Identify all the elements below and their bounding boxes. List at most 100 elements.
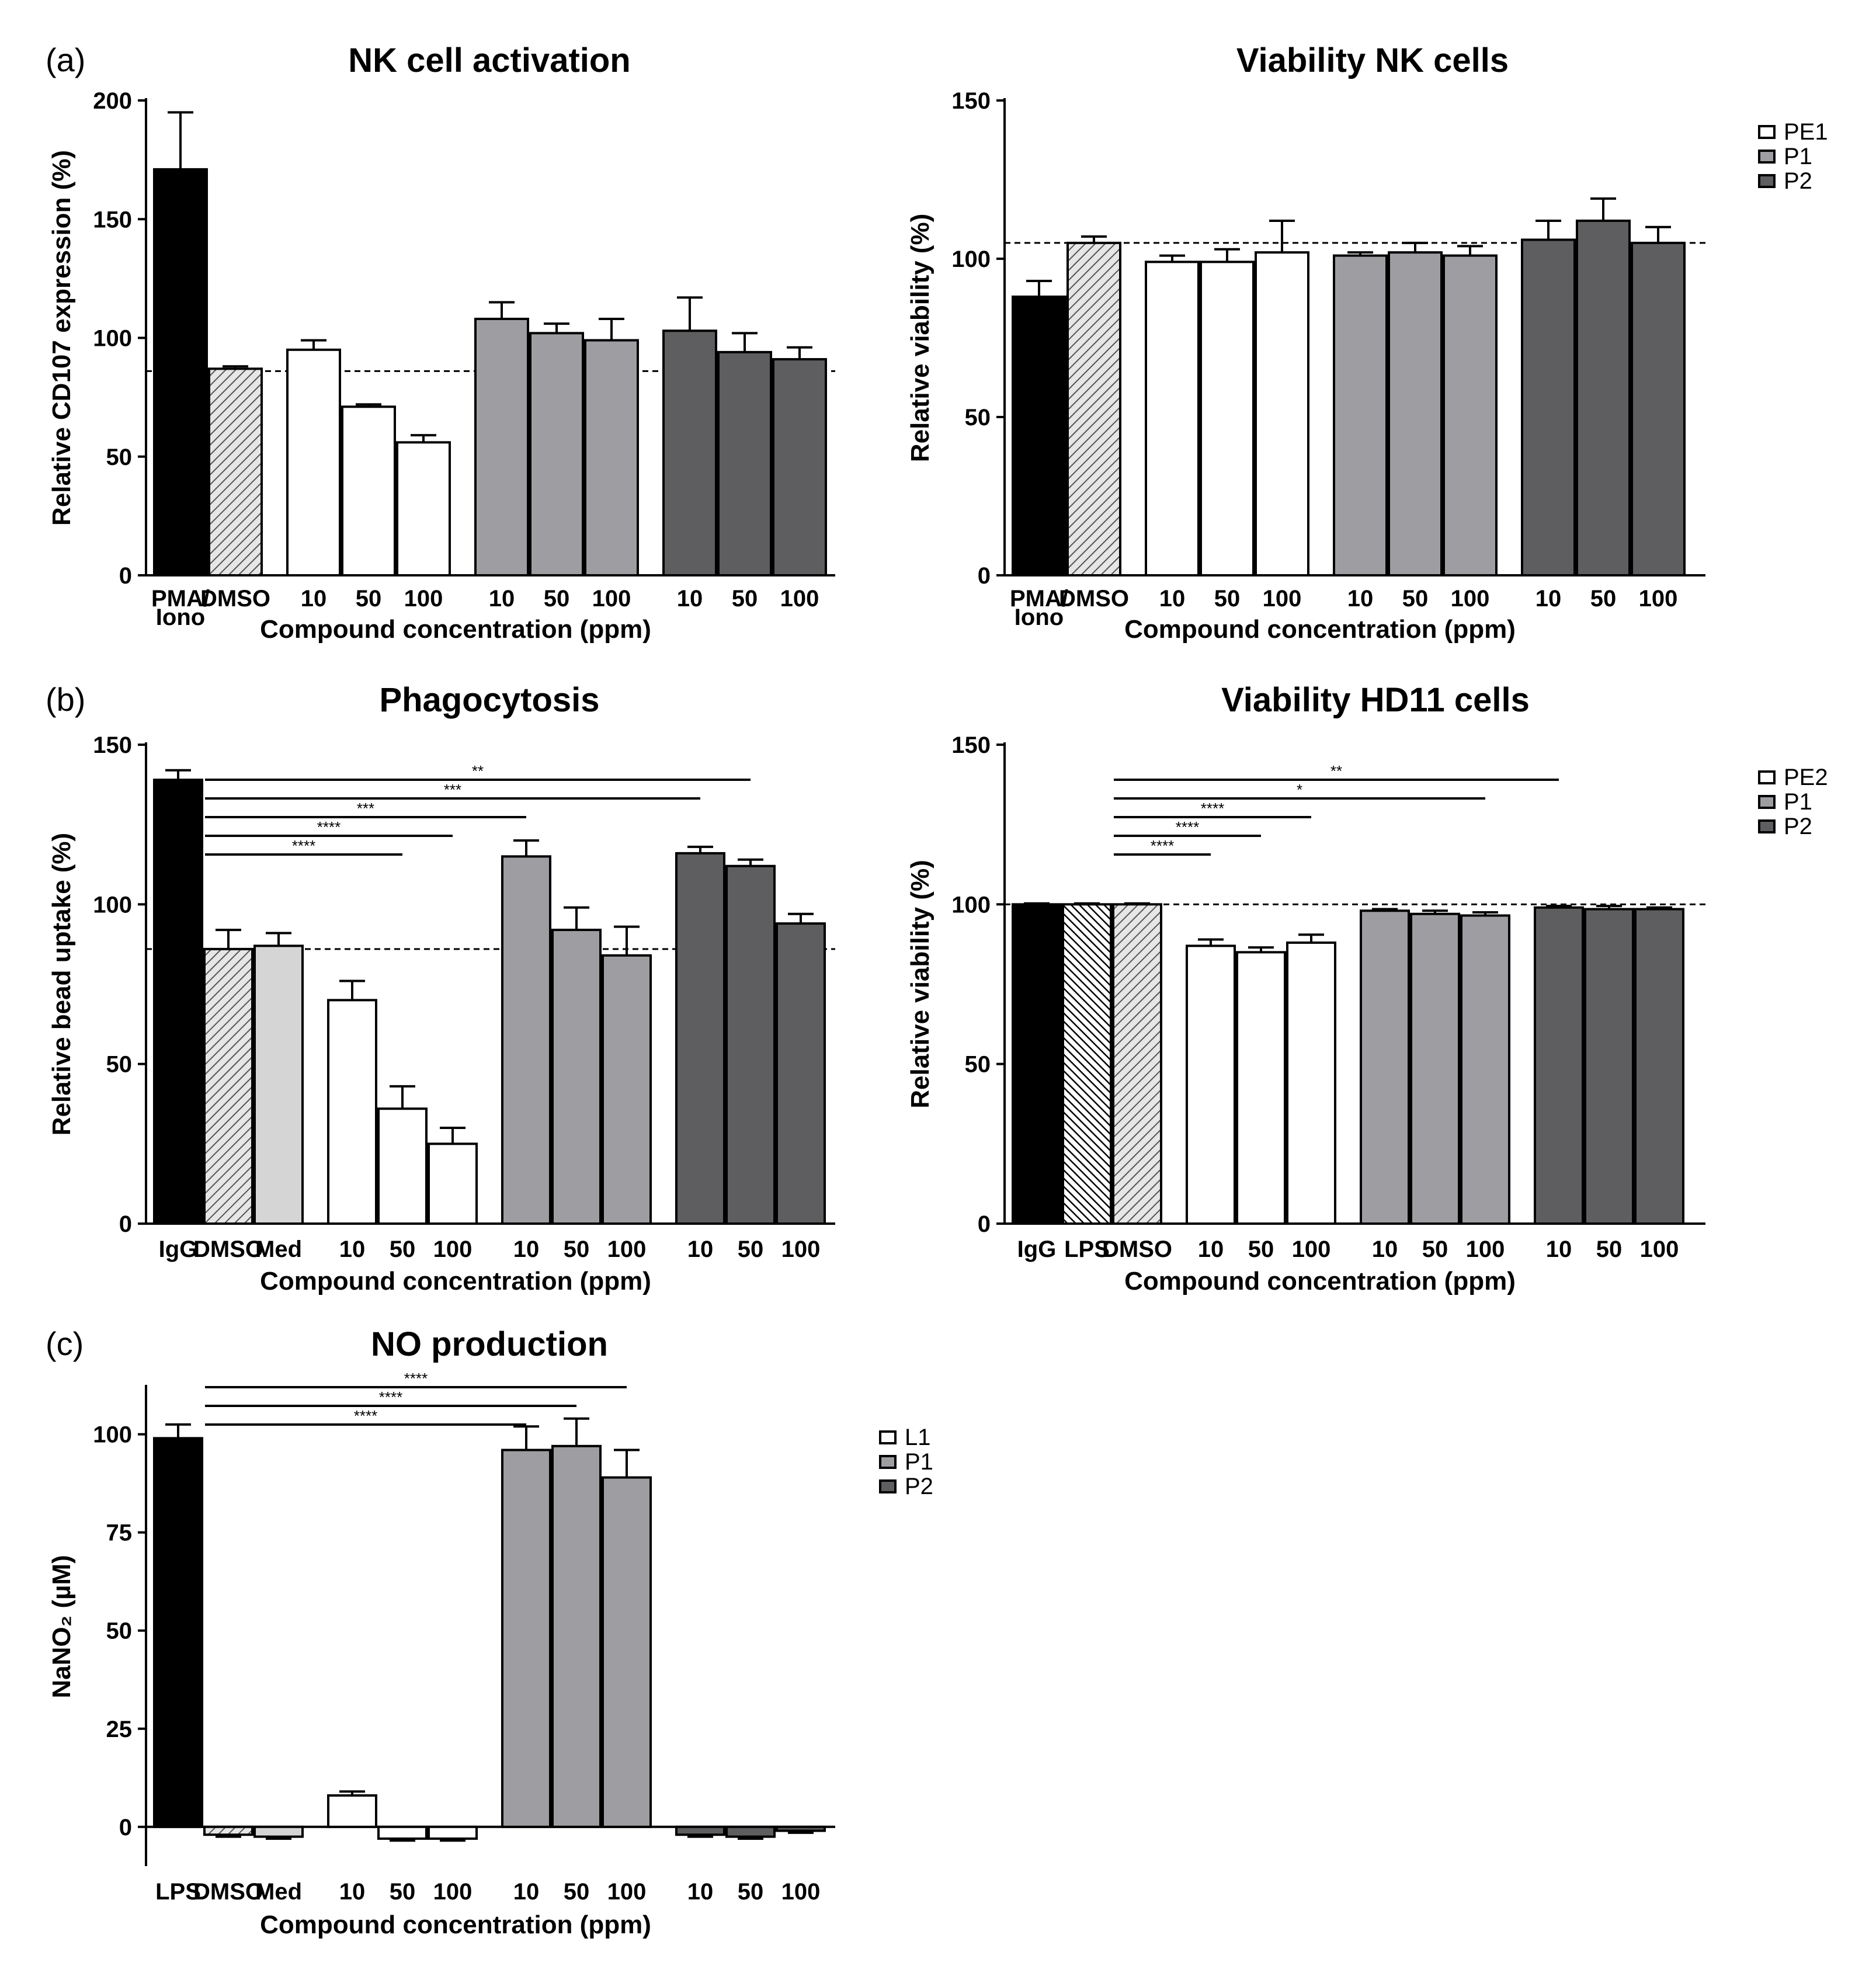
x-tick-label: 10 (301, 586, 327, 612)
legend-swatch (879, 1479, 897, 1493)
x-tick-label: Med (255, 1236, 302, 1262)
legend-no: L1 P1 P2 (879, 1425, 933, 1499)
significance-label: ** (472, 762, 484, 780)
x-axis-label: Compound concentration (ppm) (260, 1911, 651, 1939)
bar (1012, 296, 1066, 576)
chart-phagocytosis: 0 50 100 150 Relative bead uptake (%) IgGDMSO… (47, 732, 835, 1295)
y-tick-label: 0 (978, 1211, 991, 1237)
x-tick-label: 100 (1466, 1236, 1505, 1262)
chart-title-nk-viability: Viability NK cells (1236, 41, 1509, 79)
bar (1255, 251, 1309, 577)
y-tick-label: 100 (93, 326, 132, 352)
x-axis-label: Compound concentration (ppm) (1124, 1267, 1516, 1295)
y-tick-label: 100 (951, 892, 991, 918)
x-tick-label: 10 (687, 1879, 714, 1905)
x-tick-label: 100 (1292, 1236, 1331, 1262)
x-tick-label: 50 (738, 1879, 764, 1905)
legend-label: PE1 (1784, 119, 1828, 145)
x-tick-label: 100 (780, 586, 819, 612)
bar (428, 1825, 478, 1840)
bar (675, 1825, 725, 1836)
bar (208, 367, 263, 576)
bar (1460, 914, 1510, 1225)
bar (1236, 951, 1286, 1225)
y-axis-label: Relative CD107 expression (%) (47, 150, 76, 526)
legend-hd11: PE2 P1 P2 (1758, 765, 1828, 839)
x-tick-label: 10 (513, 1879, 540, 1905)
x-tick-label: 50 (356, 586, 382, 612)
bar (1012, 903, 1062, 1225)
bar (725, 1825, 776, 1838)
legend-item: P2 (1758, 169, 1828, 193)
x-tick-label: 10 (687, 1236, 714, 1262)
x-tick-label: 100 (433, 1879, 473, 1905)
bar (1534, 906, 1584, 1225)
significance-label: **** (317, 818, 341, 836)
bar (1576, 219, 1631, 576)
y-tick-label: 150 (951, 732, 991, 758)
bar (327, 999, 377, 1225)
legend-label: P1 (905, 1449, 933, 1475)
bar (675, 852, 725, 1225)
y-tick-label: 200 (93, 88, 132, 114)
significance-label: **** (1201, 800, 1224, 817)
x-tick-label: 10 (1546, 1236, 1572, 1262)
legend-label: L1 (905, 1425, 931, 1450)
significance-label: **** (354, 1407, 377, 1425)
y-axis-label: Relative bead uptake (%) (47, 833, 76, 1135)
legend-item: PE1 (1758, 120, 1828, 144)
bar (1410, 912, 1460, 1225)
bar (501, 855, 551, 1225)
x-tick-label: 10 (1198, 1236, 1224, 1262)
y-tick-label: 150 (951, 88, 991, 114)
chart-nk-viability: 0 50 100 150 Relative viability (%) PMA/IonoD… (906, 88, 1705, 644)
legend-swatch (1758, 795, 1776, 809)
bar (377, 1825, 428, 1840)
legend-nk: PE1 P1 P2 (1758, 120, 1828, 193)
legend-swatch (1758, 174, 1776, 188)
x-tick-label: 50 (1402, 586, 1429, 612)
x-tick-label: 50 (564, 1236, 590, 1262)
bar (717, 350, 772, 576)
significance-label: **** (1176, 818, 1199, 836)
significance-label: * (1297, 781, 1302, 798)
bar (1186, 944, 1236, 1225)
significance-label: **** (379, 1388, 402, 1406)
y-tick-label: 100 (93, 1422, 132, 1448)
bar (776, 922, 826, 1225)
bar (1634, 908, 1684, 1225)
x-tick-label: 50 (1248, 1236, 1274, 1262)
bar (1145, 260, 1200, 577)
bar (1200, 260, 1255, 577)
bar (584, 339, 639, 576)
bar (501, 1449, 551, 1828)
y-tick-label: 150 (93, 732, 132, 758)
y-tick-label: 0 (119, 1211, 132, 1237)
y-tick-label: 100 (951, 246, 991, 272)
x-tick-label: 50 (1596, 1236, 1623, 1262)
bar (153, 168, 208, 576)
bar (203, 947, 253, 1225)
bar (153, 779, 203, 1225)
y-axis-label: NaNO₂ (µM) (47, 1555, 76, 1698)
x-tick-label: PMA/Iono (151, 586, 210, 630)
legend-label: PE2 (1784, 765, 1828, 790)
legend-label: P1 (1784, 789, 1812, 815)
y-tick-label: 50 (106, 1618, 133, 1644)
x-tick-label: 50 (390, 1236, 416, 1262)
x-axis-label: Compound concentration (ppm) (1124, 615, 1516, 644)
bar (602, 1476, 652, 1828)
x-tick-label: 50 (544, 586, 570, 612)
x-tick-label: 50 (1590, 586, 1617, 612)
legend-item: PE2 (1758, 765, 1828, 790)
x-tick-label: 100 (607, 1236, 647, 1262)
y-tick-label: 50 (965, 1052, 991, 1078)
x-tick-label: DMSO (200, 586, 270, 612)
bar (253, 1825, 304, 1838)
chart-title-no-production: NO production (371, 1325, 608, 1363)
y-axis-label: Relative viability (%) (906, 214, 934, 462)
legend-label: P2 (905, 1474, 933, 1499)
bar (776, 1825, 826, 1832)
x-tick-label: DMSO (1059, 586, 1129, 612)
